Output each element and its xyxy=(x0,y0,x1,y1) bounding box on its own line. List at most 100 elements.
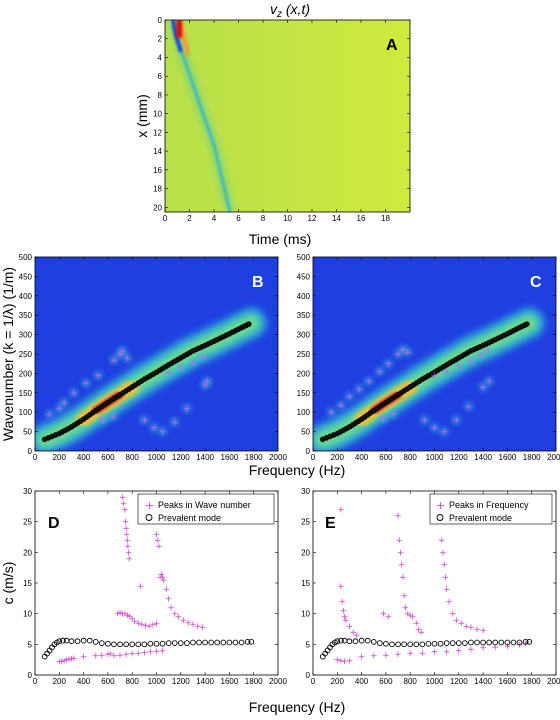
panel-e-mode-point xyxy=(474,639,480,646)
panel-d-mode-point xyxy=(68,638,75,645)
panel-e-peak-marker: + xyxy=(400,591,408,601)
panel-d-peak-marker: + xyxy=(189,620,197,630)
panel-d-legend-marker-peaks: + xyxy=(145,499,154,512)
panel-e-peak-marker: + xyxy=(338,597,346,607)
panel-b-xtick-label: 0 xyxy=(33,453,38,462)
panel-c-xtick-label: 1000 xyxy=(426,453,444,462)
panel-d-xtick-label: 1200 xyxy=(172,677,190,686)
panel-b-ytick-label: 150 xyxy=(19,389,33,398)
panel-e-xtick-label: 2000 xyxy=(547,677,560,686)
panel-e-ytick-label: 25 xyxy=(301,518,310,527)
panel-e-points: ++++++++++++++++++++++++++++++++++++++++… xyxy=(319,505,533,667)
panel-a-ylabel: x (mm) xyxy=(134,94,150,138)
panel-d-peak-marker: + xyxy=(121,610,129,620)
panel-c-peak-marker: + xyxy=(346,393,354,403)
panel-d-letter: D xyxy=(48,515,60,532)
panel-a-xtick-label: 18 xyxy=(381,214,390,223)
panel-d-peak-marker: + xyxy=(138,620,146,630)
panel-b-heat-branch xyxy=(149,422,160,433)
panel-b-heat-branch xyxy=(187,357,198,368)
panel-c-peak-marker: + xyxy=(399,345,407,355)
panel-d-peak-marker: + xyxy=(171,610,179,620)
panel-b-peak-marker: + xyxy=(150,424,158,434)
panel-c-peak-marker: + xyxy=(376,367,384,377)
panel-b-peak-marker: + xyxy=(56,404,64,414)
panel-e-mode-point xyxy=(510,639,517,646)
panel-d-mode-point xyxy=(147,640,154,647)
panel-d-peak-marker: + xyxy=(114,610,122,620)
panel-e-legend-marker-peaks: + xyxy=(436,499,445,512)
panel-d-peak-marker: + xyxy=(135,619,143,629)
panel-d-peak-marker: + xyxy=(135,649,143,659)
panel-a: 0 2 4 6 8 10 12 14 16 18 0 2 4 6 8 10 12 14 16 18 20 Time (m… xyxy=(134,16,411,247)
panel-e-peak-marker: + xyxy=(341,613,349,623)
panel-a-ytick-label: 20 xyxy=(153,203,162,212)
panel-d-peak-marker: + xyxy=(199,623,207,633)
panel-d-mode-point xyxy=(98,640,105,646)
panel-c-heat-branch xyxy=(482,345,493,356)
panel-d-peak-marker: + xyxy=(122,518,130,528)
panel-b-xtick-label: 2000 xyxy=(269,453,287,462)
panel-e-mode-point xyxy=(449,640,456,646)
panel-c-ytick-label: 50 xyxy=(301,428,310,437)
panel-e-xtick-label: 600 xyxy=(379,677,393,686)
panel-b-peak-marker: + xyxy=(199,353,207,363)
panel-d-mode-point xyxy=(60,637,66,644)
panel-e-mode-point xyxy=(413,641,420,648)
panel-e-peak-marker: + xyxy=(479,626,487,636)
panel-e-mode-point xyxy=(419,641,426,648)
panel-b-ytick-label: 100 xyxy=(19,408,33,417)
panel-d-peak-marker: + xyxy=(175,613,183,623)
panel-b-peak-marker: + xyxy=(46,410,54,420)
panel-b-xtick-label: 1600 xyxy=(221,453,239,462)
panel-b-heat-branch xyxy=(169,416,180,427)
panel-d-xtick-label: 600 xyxy=(101,677,115,686)
panel-b-letter: B xyxy=(252,274,264,291)
panel-d-mode-point xyxy=(80,637,87,644)
panel-e-mode-point xyxy=(431,640,438,647)
panel-e-peak-marker: + xyxy=(398,561,406,571)
panel-c: +++++++++++ ++ ++ ++ +++ +++++ 0 200 400 600 800 1… xyxy=(297,253,560,462)
panel-c-heat-branch xyxy=(388,409,399,420)
panel-e-mode-point xyxy=(364,637,371,644)
panel-d-xtick-label: 0 xyxy=(33,677,38,686)
panel-d-peak-marker: + xyxy=(124,542,132,552)
panel-b-ytick-label: 300 xyxy=(19,331,33,340)
panel-c-peak-marker: + xyxy=(421,416,429,426)
panel-d-ylabel: c (m/s) xyxy=(0,562,16,605)
panel-b-peak-marker: + xyxy=(82,379,90,389)
panel-d-mode-point xyxy=(92,639,99,645)
panel-e-mode-point xyxy=(383,640,389,647)
panel-d-mode-point xyxy=(244,639,251,645)
panel-e-peak-marker: + xyxy=(431,648,439,658)
panel-b-heat-branch xyxy=(98,414,109,425)
panel-d-peak-marker: + xyxy=(56,658,64,668)
panel-c-peak-marker: + xyxy=(327,408,335,418)
panel-d-peak-marker: + xyxy=(162,585,170,595)
panel-e-xtick-label: 1000 xyxy=(426,677,444,686)
panel-d-peak-marker: + xyxy=(147,648,155,658)
panel-b-heat-branch xyxy=(139,414,150,425)
panel-b-ytick-label: 500 xyxy=(19,253,33,262)
panel-c-peak-marker: + xyxy=(355,385,363,395)
panel-e-peak-marker: + xyxy=(453,616,461,626)
panel-c-heat-branch xyxy=(326,407,337,418)
panel-e-peak-marker: + xyxy=(455,646,463,656)
panel-e-xtick-label: 1400 xyxy=(474,677,492,686)
panel-e-peak-marker: + xyxy=(380,610,388,620)
panel-a-ytick-label: 18 xyxy=(153,185,162,194)
panel-c-heat-branch xyxy=(429,422,440,433)
panel-b-xtick-label: 600 xyxy=(101,453,115,462)
panel-d-mode-point xyxy=(159,640,166,647)
panel-d-mode-point xyxy=(248,639,255,645)
panel-e-peak-marker: + xyxy=(404,610,412,620)
panel-b-xtick-label: 800 xyxy=(126,453,140,462)
panel-e-peak-marker: + xyxy=(467,645,475,655)
panel-d-mode-point xyxy=(177,640,184,646)
panel-d-peak-marker: + xyxy=(158,570,166,580)
panel-a-ytick-label: 4 xyxy=(158,53,163,62)
panel-b-xtick-label: 1000 xyxy=(148,453,166,462)
panel-c-ytick-label: 450 xyxy=(297,272,311,281)
panel-e-mode-point xyxy=(358,637,365,644)
panel-d-peak-marker: + xyxy=(149,621,157,631)
